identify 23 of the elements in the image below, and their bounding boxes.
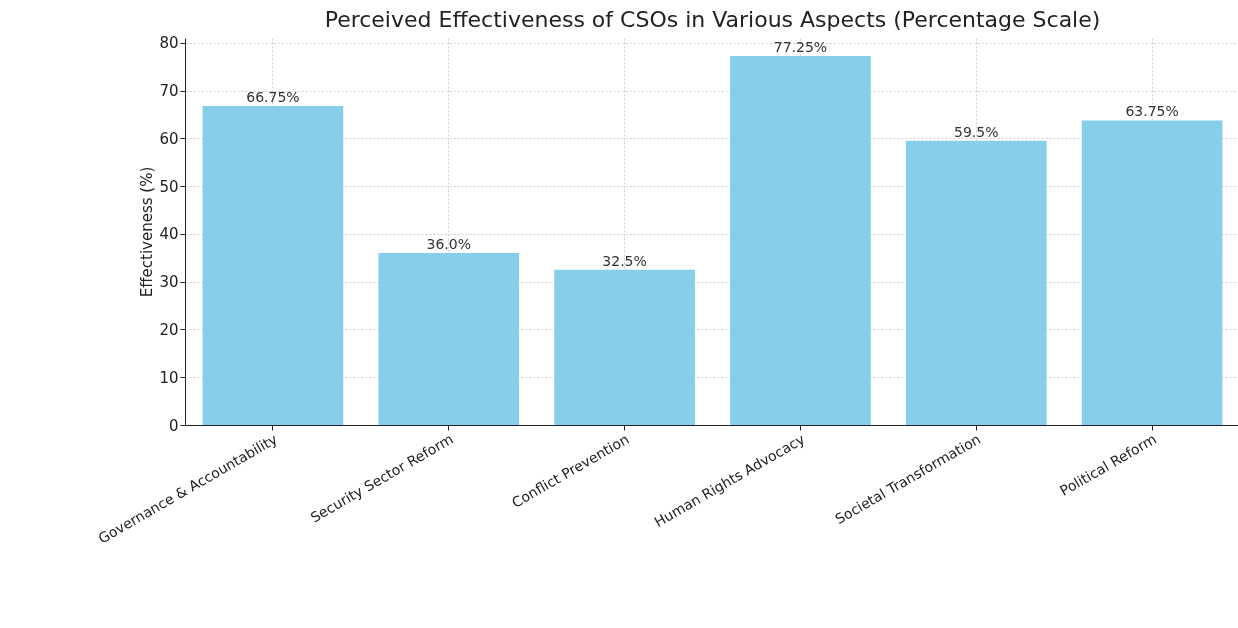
y-tick-label: 30 <box>159 273 179 292</box>
y-tick-label: 20 <box>159 320 179 339</box>
y-tick-label: 70 <box>159 82 179 101</box>
bar <box>905 140 1047 425</box>
data-label: 63.75% <box>1125 103 1179 120</box>
y-tick-label: 0 <box>168 416 179 435</box>
bar <box>554 269 695 425</box>
data-label: 66.75% <box>246 89 300 106</box>
chart-title: Perceived Effectiveness of CSOs in Various Aspects (Percentage Scale) <box>324 6 1101 32</box>
data-label: 77.25% <box>773 38 828 55</box>
y-tick-label: 10 <box>159 368 179 387</box>
y-tick-label: 40 <box>159 225 179 244</box>
y-tick-label: 60 <box>159 129 179 148</box>
bar <box>1081 120 1223 425</box>
data-label: 32.5% <box>602 252 647 269</box>
y-tick-label: 80 <box>159 34 179 53</box>
y-axis-title: Effectiveness (%) <box>138 166 157 298</box>
data-label: 36.0% <box>426 236 471 252</box>
bar <box>202 106 344 425</box>
data-label: 59.5% <box>954 123 999 140</box>
bar <box>730 55 871 425</box>
y-tick-label: 50 <box>159 177 179 196</box>
bar <box>378 253 520 425</box>
